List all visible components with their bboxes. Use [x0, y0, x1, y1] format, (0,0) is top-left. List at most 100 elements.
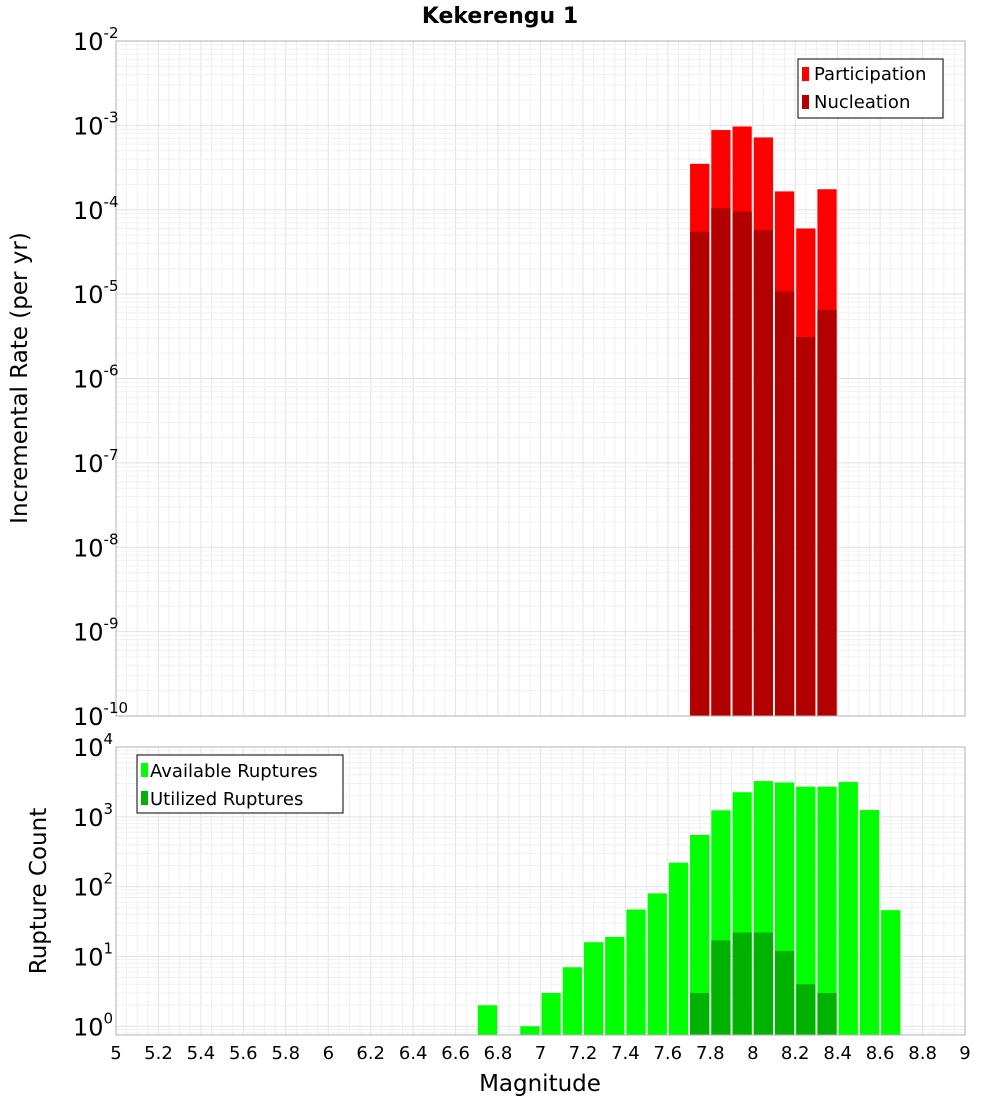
y-tick-label: 101	[73, 940, 113, 972]
x-tick-label: 7.6	[653, 1043, 682, 1064]
y-tick-base: 10	[73, 1013, 104, 1041]
y-tick-exponent: -5	[104, 277, 119, 295]
legend-swatch-available-ruptures	[141, 763, 148, 777]
y-tick-base: 10	[73, 197, 104, 225]
x-tick-label: 6.4	[399, 1043, 428, 1064]
top-plot-frame	[115, 40, 966, 717]
legend-swatch-utilized-ruptures	[141, 791, 148, 805]
x-tick-label: 5.6	[229, 1043, 258, 1064]
y-tick-exponent: -3	[104, 108, 119, 126]
y-tick-label: 10-2	[73, 24, 119, 56]
y-tick-exponent: -10	[104, 699, 129, 717]
bar-utilized-ruptures	[817, 992, 837, 1035]
bar-available-ruptures	[583, 942, 604, 1035]
x-tick-label: 8.8	[908, 1043, 937, 1064]
bottom-legend-box	[136, 754, 344, 814]
y-tick-base: 10	[73, 804, 104, 832]
bar-available-ruptures	[541, 992, 561, 1035]
bar-utilized-ruptures	[796, 984, 816, 1035]
legend-label-available-ruptures: Available Ruptures	[150, 761, 318, 782]
bar-available-ruptures	[520, 1026, 540, 1035]
y-tick-label: 10-8	[73, 530, 119, 562]
top-legend: Participation Nucleation	[797, 58, 944, 119]
legend-swatch-nucleation	[802, 95, 809, 109]
bar-available-ruptures	[817, 786, 837, 1035]
y-tick-exponent: -6	[104, 362, 119, 380]
x-tick-label: 6.2	[356, 1043, 385, 1064]
legend-swatch-participation	[802, 67, 809, 81]
x-tick-label: 8	[747, 1043, 758, 1064]
y-tick-exponent: -7	[104, 446, 119, 464]
y-tick-base: 10	[73, 734, 104, 762]
y-tick-base: 10	[73, 703, 104, 731]
x-tick-label: 8.2	[781, 1043, 810, 1064]
y-tick-base: 10	[73, 281, 104, 309]
bar-available-ruptures	[626, 909, 646, 1035]
y-tick-exponent: -2	[104, 24, 119, 42]
y-tick-base: 10	[73, 450, 104, 478]
x-axis-label: Magnitude	[479, 1071, 601, 1097]
y-tick-label: 100	[73, 1009, 113, 1041]
bar-nucleation	[774, 291, 795, 716]
top-y-axis-label: Incremental Rate (per yr)	[7, 232, 33, 524]
legend-label-nucleation: Nucleation	[814, 92, 910, 113]
y-tick-exponent: 4	[104, 730, 114, 748]
legend-label-participation: Participation	[814, 64, 926, 85]
top-plot-grid	[116, 41, 965, 716]
x-tick-label: 7.4	[611, 1043, 640, 1064]
y-tick-exponent: 0	[104, 1009, 114, 1027]
y-tick-label: 10-4	[73, 193, 119, 225]
y-tick-label: 102	[73, 870, 113, 902]
y-tick-base: 10	[73, 944, 104, 972]
bar-available-ruptures	[605, 937, 625, 1035]
bar-utilized-ruptures	[690, 992, 710, 1035]
y-tick-label: 10-3	[73, 108, 119, 140]
y-tick-exponent: 2	[104, 870, 114, 888]
y-tick-base: 10	[73, 112, 104, 140]
bar-utilized-ruptures	[774, 950, 795, 1035]
x-tick-label: 6.6	[441, 1043, 470, 1064]
x-tick-label: 8.4	[823, 1043, 852, 1064]
bar-available-ruptures	[838, 782, 858, 1035]
bar-utilized-ruptures	[732, 932, 752, 1035]
bottom-plot-frame	[115, 746, 966, 1036]
bar-nucleation	[690, 231, 710, 716]
bar-nucleation	[753, 230, 773, 716]
x-tick-label: 7.2	[569, 1043, 598, 1064]
y-tick-base: 10	[73, 28, 104, 56]
x-tick-label: 5.8	[271, 1043, 300, 1064]
legend-label-utilized-ruptures: Utilized Ruptures	[150, 789, 303, 810]
bar-available-ruptures	[647, 893, 667, 1035]
y-tick-base: 10	[73, 366, 104, 394]
x-tick-label: 9	[959, 1043, 970, 1064]
bar-available-ruptures	[668, 862, 689, 1035]
y-tick-exponent: 1	[104, 940, 114, 958]
top-legend-box	[797, 58, 944, 119]
bar-nucleation	[732, 211, 752, 716]
bar-available-ruptures	[796, 786, 816, 1035]
y-tick-exponent: 3	[104, 800, 114, 818]
bar-nucleation	[711, 208, 731, 716]
bar-available-ruptures	[881, 910, 901, 1035]
bottom-y-axis-label: Rupture Count	[26, 808, 52, 974]
bar-utilized-ruptures	[753, 932, 773, 1035]
x-tick-label: 5	[110, 1043, 121, 1064]
x-tick-label: 6.8	[484, 1043, 513, 1064]
chart-title: Kekerengu 1	[422, 4, 578, 29]
x-tick-label: 8.6	[866, 1043, 895, 1064]
y-tick-base: 10	[73, 874, 104, 902]
y-tick-label: 10-10	[73, 699, 128, 731]
bottom-legend: Available Ruptures Utilized Ruptures	[136, 754, 344, 814]
bar-utilized-ruptures	[711, 940, 731, 1035]
y-tick-exponent: -4	[104, 193, 119, 211]
x-tick-label: 7	[535, 1043, 546, 1064]
y-tick-label: 10-9	[73, 615, 119, 647]
y-tick-exponent: -9	[104, 615, 119, 633]
x-tick-label: 5.2	[144, 1043, 173, 1064]
bar-nucleation	[817, 309, 837, 716]
top-plot-bars	[690, 126, 837, 717]
bar-available-ruptures	[859, 810, 880, 1035]
